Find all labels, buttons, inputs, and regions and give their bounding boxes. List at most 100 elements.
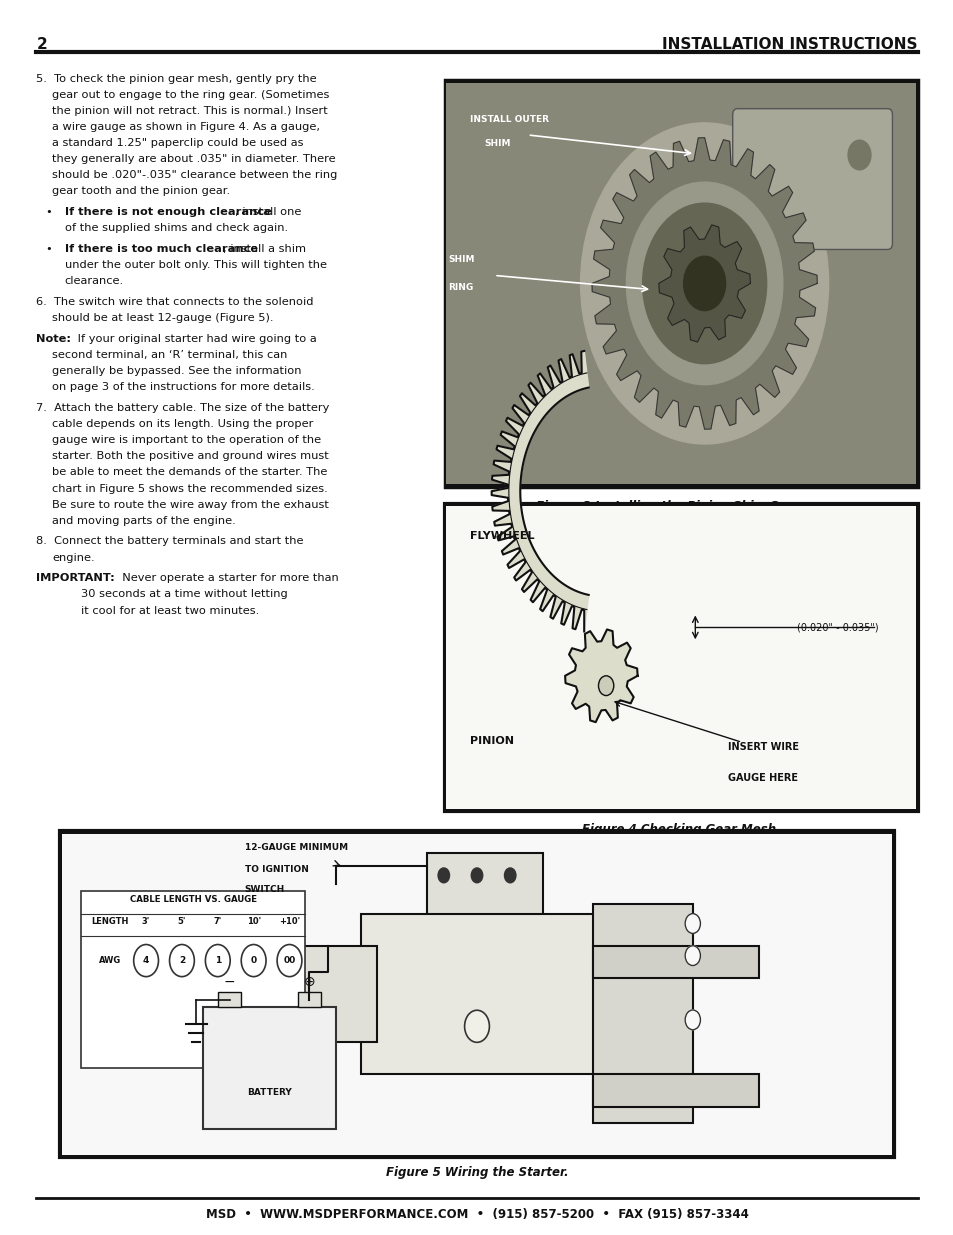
Text: a wire gauge as shown in Figure 4. As a gauge,: a wire gauge as shown in Figure 4. As a … bbox=[52, 122, 320, 132]
Bar bbox=[446, 83, 915, 484]
Text: gauge wire is important to the operation of the: gauge wire is important to the operation… bbox=[52, 436, 321, 446]
Text: RING: RING bbox=[448, 284, 473, 293]
Text: , install a shim: , install a shim bbox=[223, 245, 306, 254]
Polygon shape bbox=[592, 138, 817, 430]
Text: second terminal, an ‘R’ terminal, this can: second terminal, an ‘R’ terminal, this c… bbox=[52, 351, 288, 361]
Text: Figure 3 Installing the Pinion Shim Spacers.: Figure 3 Installing the Pinion Shim Spac… bbox=[535, 500, 826, 514]
Circle shape bbox=[133, 945, 158, 977]
Text: IMPORTANT:: IMPORTANT: bbox=[36, 573, 115, 583]
Text: •: • bbox=[46, 245, 60, 254]
Text: should be .020"-.035" clearance between the ring: should be .020"-.035" clearance between … bbox=[52, 170, 337, 180]
Text: Figure 5 Wiring the Starter.: Figure 5 Wiring the Starter. bbox=[385, 1166, 568, 1179]
Bar bbox=[593, 1074, 759, 1107]
Text: SHIM: SHIM bbox=[484, 140, 511, 148]
Bar bbox=[444, 504, 917, 811]
Circle shape bbox=[276, 945, 301, 977]
Text: 7': 7' bbox=[213, 918, 222, 926]
Bar bbox=[60, 831, 893, 1157]
Text: 5.  To check the pinion gear mesh, gently pry the: 5. To check the pinion gear mesh, gently… bbox=[36, 74, 316, 84]
Text: Figure 4 Checking Gear Mesh.: Figure 4 Checking Gear Mesh. bbox=[581, 823, 780, 836]
Text: −: − bbox=[224, 976, 235, 989]
Text: If there is too much clearance: If there is too much clearance bbox=[65, 245, 257, 254]
Circle shape bbox=[684, 946, 700, 966]
Text: 7.  Attach the battery cable. The size of the battery: 7. Attach the battery cable. The size of… bbox=[36, 404, 330, 414]
Text: If your original starter had wire going to a: If your original starter had wire going … bbox=[74, 335, 316, 345]
Text: be able to meet the demands of the starter. The: be able to meet the demands of the start… bbox=[52, 468, 328, 478]
Text: 30 seconds at a time without letting: 30 seconds at a time without letting bbox=[81, 589, 288, 599]
Bar bbox=[360, 914, 609, 1074]
Text: LENGTH: LENGTH bbox=[91, 918, 129, 926]
Circle shape bbox=[170, 945, 194, 977]
Circle shape bbox=[683, 257, 725, 311]
Text: the pinion will not retract. This is normal.) Insert: the pinion will not retract. This is nor… bbox=[52, 106, 328, 116]
Bar bbox=[62, 834, 891, 1155]
Text: +10': +10' bbox=[278, 918, 300, 926]
Text: 3': 3' bbox=[142, 918, 150, 926]
Text: If there is not enough clearance: If there is not enough clearance bbox=[65, 207, 272, 217]
Text: of the supplied shims and check again.: of the supplied shims and check again. bbox=[65, 224, 288, 233]
Text: cable depends on its length. Using the proper: cable depends on its length. Using the p… bbox=[52, 420, 314, 430]
Text: MSD  •  WWW.MSDPERFORMANCE.COM  •  (915) 857-5200  •  FAX (915) 857-3344: MSD • WWW.MSDPERFORMANCE.COM • (915) 857… bbox=[205, 1208, 748, 1221]
Text: INSERT WIRE: INSERT WIRE bbox=[727, 742, 799, 752]
Circle shape bbox=[205, 945, 230, 977]
Circle shape bbox=[437, 868, 449, 883]
Text: on page 3 of the instructions for more details.: on page 3 of the instructions for more d… bbox=[52, 383, 314, 393]
Text: clearance.: clearance. bbox=[65, 277, 124, 287]
Text: 1: 1 bbox=[214, 956, 221, 965]
Circle shape bbox=[626, 182, 782, 385]
Circle shape bbox=[642, 204, 766, 363]
Text: 10': 10' bbox=[246, 918, 260, 926]
Circle shape bbox=[504, 868, 516, 883]
Text: 00: 00 bbox=[283, 956, 295, 965]
Text: 2: 2 bbox=[178, 956, 185, 965]
Text: starter. Both the positive and ground wires must: starter. Both the positive and ground wi… bbox=[52, 452, 329, 462]
Text: INSTALLATION INSTRUCTIONS: INSTALLATION INSTRUCTIONS bbox=[661, 37, 917, 52]
Text: Be sure to route the wire away from the exhaust: Be sure to route the wire away from the … bbox=[52, 500, 329, 510]
Text: they generally are about .035" in diameter. There: they generally are about .035" in diamet… bbox=[52, 154, 335, 164]
Circle shape bbox=[684, 914, 700, 934]
Text: and moving parts of the engine.: and moving parts of the engine. bbox=[52, 516, 236, 526]
Text: 2: 2 bbox=[36, 37, 47, 52]
Bar bbox=[593, 904, 692, 1123]
Text: gear out to engage to the ring gear. (Sometimes: gear out to engage to the ring gear. (So… bbox=[52, 90, 330, 100]
Circle shape bbox=[464, 1010, 489, 1042]
Bar bbox=[81, 892, 305, 1068]
Text: PINION: PINION bbox=[470, 736, 514, 746]
Circle shape bbox=[580, 124, 828, 445]
Text: Note:: Note: bbox=[36, 335, 71, 345]
Text: BATTERY: BATTERY bbox=[247, 1088, 292, 1097]
Text: should be at least 12-gauge (Figure 5).: should be at least 12-gauge (Figure 5). bbox=[52, 314, 274, 324]
Polygon shape bbox=[491, 351, 588, 631]
Text: 0: 0 bbox=[251, 956, 256, 965]
Polygon shape bbox=[659, 225, 750, 342]
Text: ⊕: ⊕ bbox=[303, 976, 314, 989]
Circle shape bbox=[847, 140, 870, 170]
Bar bbox=[593, 946, 759, 978]
Text: chart in Figure 5 shows the recommended sizes.: chart in Figure 5 shows the recommended … bbox=[52, 484, 328, 494]
Bar bbox=[277, 946, 377, 1042]
Text: generally be bypassed. See the information: generally be bypassed. See the informati… bbox=[52, 367, 302, 377]
Text: CABLE LENGTH VS. GAUGE: CABLE LENGTH VS. GAUGE bbox=[130, 895, 256, 904]
Circle shape bbox=[684, 1010, 700, 1030]
Text: 12-GAUGE MINIMUM: 12-GAUGE MINIMUM bbox=[244, 844, 347, 852]
Text: AWG: AWG bbox=[99, 956, 121, 965]
Text: engine.: engine. bbox=[52, 552, 95, 562]
Circle shape bbox=[471, 868, 482, 883]
Circle shape bbox=[241, 945, 266, 977]
Text: •: • bbox=[46, 207, 60, 217]
Text: GAUGE HERE: GAUGE HERE bbox=[727, 773, 798, 783]
Bar bbox=[218, 992, 241, 1007]
Text: INSTALL OUTER: INSTALL OUTER bbox=[470, 115, 549, 124]
Bar bbox=[444, 80, 917, 487]
Text: FLYWHEEL: FLYWHEEL bbox=[470, 531, 535, 541]
Polygon shape bbox=[564, 630, 637, 722]
Bar bbox=[427, 853, 543, 924]
Text: under the outer bolt only. This will tighten the: under the outer bolt only. This will tig… bbox=[65, 261, 327, 270]
Text: SWITCH: SWITCH bbox=[244, 885, 285, 894]
Text: it cool for at least two minutes.: it cool for at least two minutes. bbox=[81, 605, 259, 615]
Bar bbox=[203, 1007, 335, 1129]
Text: a standard 1.25" paperclip could be used as: a standard 1.25" paperclip could be used… bbox=[52, 138, 304, 148]
Text: , install one: , install one bbox=[234, 207, 301, 217]
Text: (0.020" - 0.035"): (0.020" - 0.035") bbox=[796, 622, 878, 632]
Text: gear tooth and the pinion gear.: gear tooth and the pinion gear. bbox=[52, 186, 231, 196]
